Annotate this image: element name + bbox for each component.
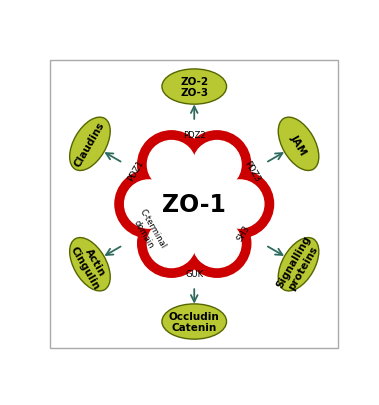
Ellipse shape [162,70,227,105]
Text: PDZ3: PDZ3 [242,160,261,183]
Circle shape [138,132,205,199]
Text: C-terminal
domain: C-terminal domain [128,207,168,255]
Circle shape [138,210,205,277]
Circle shape [193,220,241,268]
Text: ZO-1: ZO-1 [162,192,226,217]
Circle shape [183,132,251,199]
Circle shape [206,171,274,238]
Ellipse shape [70,238,110,291]
Text: ZO-2
ZO-3: ZO-2 ZO-3 [180,77,208,98]
Text: PDZ2: PDZ2 [183,131,205,140]
Ellipse shape [278,238,319,291]
Text: PDZ1: PDZ1 [126,159,145,183]
Text: Signalling
proteins: Signalling proteins [274,234,323,295]
Circle shape [115,171,183,238]
Circle shape [138,149,250,260]
Text: Actin
Cingulin: Actin Cingulin [69,239,111,291]
Circle shape [183,210,251,277]
Circle shape [147,220,196,268]
Circle shape [216,181,264,228]
Circle shape [193,141,241,189]
Ellipse shape [70,118,110,171]
Circle shape [147,141,196,189]
Ellipse shape [278,118,319,171]
Text: Claudins: Claudins [73,120,107,169]
Text: JAM: JAM [289,132,309,157]
Text: Occludin
Catenin: Occludin Catenin [169,311,219,333]
Circle shape [149,159,240,250]
Text: SH3: SH3 [236,224,252,243]
Circle shape [125,181,173,228]
Text: GUK: GUK [185,269,203,278]
Ellipse shape [162,304,227,339]
